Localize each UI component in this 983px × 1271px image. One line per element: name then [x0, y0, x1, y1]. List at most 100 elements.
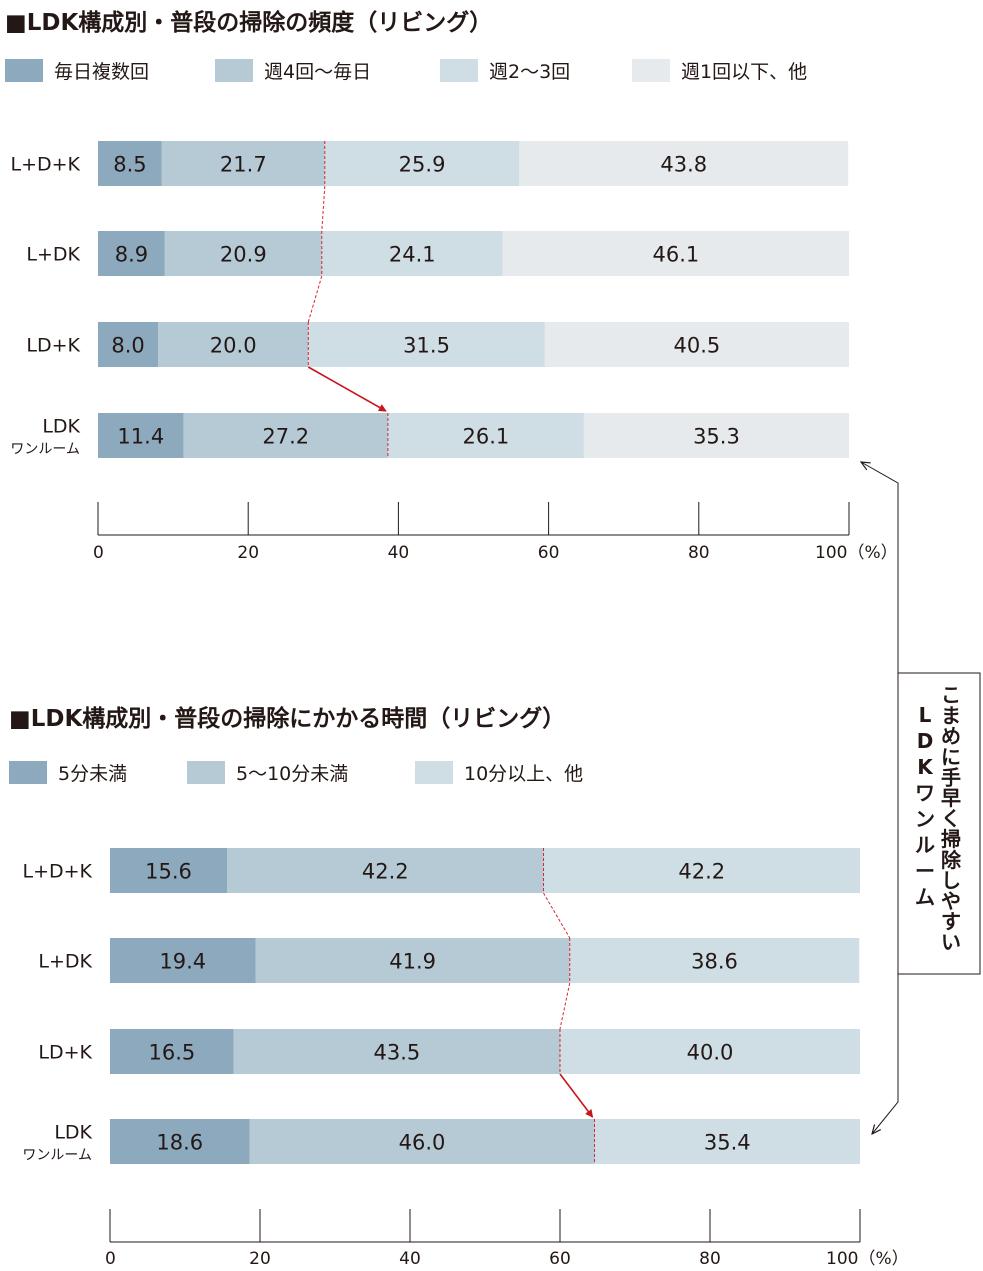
data-label: 25.9 — [399, 153, 446, 177]
x-tick-label: 0 — [93, 543, 104, 563]
legend-label: 5〜10分未満 — [236, 763, 348, 785]
legend-swatch — [632, 59, 670, 82]
category-label: L+D+K — [10, 154, 80, 176]
x-tick-label: 40 — [399, 1249, 421, 1269]
bar-segment — [560, 1029, 860, 1074]
x-tick-label: 40 — [388, 543, 410, 563]
bar-segment — [543, 848, 860, 893]
bar-segment — [583, 413, 849, 458]
category-label: ワンルーム — [10, 442, 80, 458]
category-label: LDK — [54, 1122, 92, 1144]
data-label: 11.4 — [117, 425, 164, 449]
legend-swatch — [440, 59, 478, 82]
data-label: 24.1 — [389, 243, 436, 267]
data-label: 43.5 — [373, 1041, 420, 1065]
data-label: 8.9 — [115, 243, 148, 267]
bar-segment — [161, 141, 325, 186]
category-label: LDK — [42, 416, 80, 438]
callout-text: こまめに手早く掃除しやすい — [941, 683, 962, 954]
data-label: 40.0 — [687, 1041, 734, 1065]
chart-1: ■LDK構成別・普段の掃除の頻度（リビング） 毎日複数回 週4回〜毎日 週2〜3回 週1… — [5, 9, 898, 563]
bar-segment — [110, 1029, 234, 1074]
legend-swatch — [187, 761, 225, 784]
legend-label: 週4回〜毎日 — [264, 61, 371, 83]
data-label: 35.4 — [704, 1131, 751, 1155]
legend-swatch — [5, 59, 43, 82]
callout-box — [897, 672, 981, 975]
category-label: ワンルーム — [22, 1148, 92, 1164]
divider-connector — [307, 275, 323, 323]
bar-segment — [110, 848, 227, 893]
legend-swatch — [9, 761, 47, 784]
bar-segment — [324, 141, 520, 186]
trend-arrow — [307, 366, 387, 412]
legend-label: 5分未満 — [58, 763, 127, 785]
data-label: 35.3 — [693, 425, 740, 449]
data-label: 41.9 — [389, 950, 436, 974]
bar-segment — [110, 1119, 250, 1164]
legend-label: 週1回以下、他 — [681, 61, 807, 83]
chart-title: ■LDK構成別・普段の掃除の頻度（リビング） — [5, 9, 492, 36]
x-tick-label: 80 — [699, 1249, 721, 1269]
data-label: 43.8 — [660, 153, 707, 177]
x-tick-label: 20 — [237, 543, 259, 563]
trend-arrow — [559, 1073, 594, 1118]
bar-segment — [308, 322, 545, 367]
data-label: 15.6 — [145, 860, 192, 884]
bar-segment — [183, 413, 388, 458]
data-label: 40.5 — [674, 334, 721, 358]
legend-swatch — [215, 59, 253, 82]
bar-segment — [98, 141, 162, 186]
bar-segment — [387, 413, 584, 458]
data-label: 46.1 — [653, 243, 700, 267]
legend-label: 毎日複数回 — [54, 61, 149, 83]
data-label: 16.5 — [148, 1041, 195, 1065]
data-label: 42.2 — [362, 860, 409, 884]
x-tick-label: 60 — [549, 1249, 571, 1269]
category-label: L+DK — [38, 951, 92, 973]
x-tick-label: 20 — [249, 1249, 271, 1269]
x-tick-label: 60 — [538, 543, 560, 563]
data-label: 19.4 — [159, 950, 206, 974]
bar-segment — [98, 322, 159, 367]
data-label: 46.0 — [399, 1131, 446, 1155]
bar-segment — [569, 938, 860, 983]
legend-label: 10分以上、他 — [464, 763, 583, 785]
data-label: 8.0 — [111, 334, 144, 358]
divider-connector — [543, 892, 571, 939]
x-tick-label: 0 — [105, 1249, 116, 1269]
legend-label: 週2〜3回 — [489, 61, 570, 83]
data-label: 27.2 — [262, 425, 309, 449]
bar-segment — [98, 231, 165, 276]
category-label: LD+K — [38, 1042, 92, 1064]
chart-title: ■LDK構成別・普段の掃除にかかる時間（リビング） — [9, 705, 565, 732]
x-tick-label: 100（%） — [815, 543, 898, 563]
data-label: 31.5 — [403, 334, 450, 358]
bar-segment — [249, 1119, 595, 1164]
bar-segment — [519, 141, 849, 186]
divider-connector — [559, 982, 571, 1030]
legend-swatch — [415, 761, 453, 784]
bar-segment — [544, 322, 849, 367]
category-label: LD+K — [26, 335, 80, 357]
callout-arrow-bottom — [872, 974, 899, 1134]
bar-segment — [98, 413, 184, 458]
data-label: 18.6 — [156, 1131, 203, 1155]
bar-segment — [233, 1029, 560, 1074]
data-label: 26.1 — [463, 425, 510, 449]
data-label: 20.0 — [210, 334, 257, 358]
bar-segment — [110, 938, 256, 983]
category-label: L+D+K — [22, 861, 92, 883]
category-label: L+DK — [26, 244, 80, 266]
bar-segment — [158, 322, 309, 367]
bar-segment — [227, 848, 544, 893]
data-label: 38.6 — [691, 950, 738, 974]
chart-2: ■LDK構成別・普段の掃除にかかる時間（リビング） 5分未満 5〜10分未満 10分以… — [9, 705, 909, 1269]
bar-segment — [164, 231, 322, 276]
data-label: 8.5 — [113, 153, 146, 177]
bar-segment — [502, 231, 849, 276]
bar-segment — [255, 938, 570, 983]
x-tick-label: 80 — [688, 543, 710, 563]
data-label: 20.9 — [220, 243, 267, 267]
